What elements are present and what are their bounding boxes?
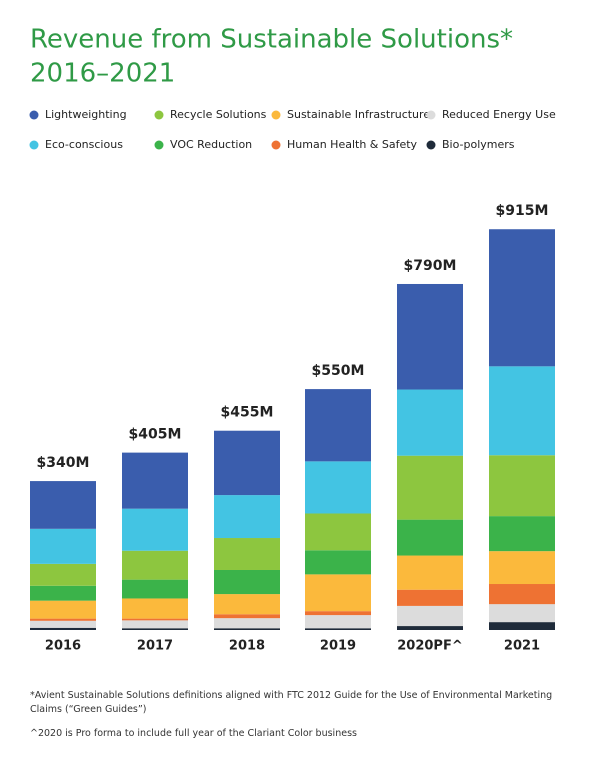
bar-segment	[214, 569, 280, 595]
total-label: $405M	[129, 427, 182, 443]
bar-segment	[122, 508, 188, 551]
x-tick-label: 2019	[320, 639, 356, 654]
bar-segment	[305, 574, 371, 612]
legend-swatch	[426, 140, 436, 150]
legend-swatch	[154, 140, 164, 150]
chart-subtitle: 2016–2021	[30, 59, 175, 89]
total-label: $550M	[312, 363, 365, 379]
bar-segment	[489, 551, 555, 585]
bar-segment	[214, 618, 280, 629]
legend-swatch	[29, 140, 39, 150]
x-tick-label: 2018	[229, 639, 265, 654]
legend-swatch	[29, 110, 39, 120]
bar-segment	[30, 618, 96, 621]
legend-label: Bio-polymers	[442, 138, 515, 151]
bar-segment	[397, 283, 463, 390]
x-tick-label: 2017	[137, 639, 173, 654]
bar-segment	[122, 452, 188, 509]
bar-segment	[30, 620, 96, 628]
legend-swatch	[426, 110, 436, 120]
footnote: ^2020 is Pro forma to include full year …	[30, 728, 357, 739]
bar-segment	[397, 455, 463, 520]
bar-segment	[489, 366, 555, 456]
legend-swatch	[271, 110, 281, 120]
bar-segment	[397, 389, 463, 456]
bar-segment	[122, 620, 188, 629]
bar-segment	[122, 598, 188, 619]
legend-swatch	[271, 140, 281, 150]
bar-segment	[122, 618, 188, 621]
bar-segment	[122, 628, 188, 630]
legend-label: Recycle Solutions	[170, 108, 267, 121]
total-label: $455M	[221, 405, 274, 421]
bar-segment	[30, 528, 96, 564]
bar-segment	[30, 481, 96, 529]
bar-segment	[489, 584, 555, 605]
bar-segment	[305, 615, 371, 629]
bar-segment	[305, 550, 371, 575]
bar-segment	[489, 622, 555, 630]
legend-swatch	[154, 110, 164, 120]
bar-segment	[397, 555, 463, 590]
bar-segment	[489, 229, 555, 367]
x-tick-label: 2021	[504, 639, 540, 654]
bar-segment	[214, 538, 280, 570]
bar-segment	[214, 430, 280, 496]
bar-segment	[397, 589, 463, 606]
bar-segment	[30, 563, 96, 586]
total-label: $915M	[496, 203, 549, 219]
legend-label: Lightweighting	[45, 108, 127, 121]
x-tick-label: 2016	[45, 639, 81, 654]
chart-title: Revenue from Sustainable Solutions*	[30, 25, 513, 55]
bar-segment	[489, 455, 555, 517]
legend-label: Eco-conscious	[45, 138, 123, 151]
legend-label: Sustainable Infrastructure	[287, 108, 430, 121]
legend-label: Human Health & Safety	[287, 138, 418, 151]
bar-segment	[397, 605, 463, 627]
bar-segment	[30, 585, 96, 601]
bar-segment	[305, 611, 371, 616]
bar-segment	[122, 579, 188, 599]
bar-segment	[305, 628, 371, 630]
bar-segment	[122, 550, 188, 580]
bar-segment	[305, 461, 371, 514]
bar-segment	[305, 389, 371, 462]
bar-segment	[214, 628, 280, 630]
bar-segment	[489, 604, 555, 623]
bar-segment	[397, 519, 463, 556]
total-label: $790M	[404, 258, 457, 274]
bar-segment	[214, 594, 280, 615]
legend-label: VOC Reduction	[170, 138, 252, 151]
legend-label: Reduced Energy Use	[442, 108, 556, 121]
bar-segment	[214, 614, 280, 619]
bar-segment	[30, 600, 96, 619]
chart: Revenue from Sustainable Solutions* 2016…	[29, 25, 556, 654]
bar-segment	[30, 627, 96, 630]
bar-segment	[489, 516, 555, 552]
x-tick-label: 2020PF^	[397, 639, 462, 654]
bar-segment	[214, 495, 280, 539]
bar-segment	[397, 626, 463, 630]
bar-segment	[305, 513, 371, 551]
footnote: *Avient Sustainable Solutions definition…	[30, 690, 553, 715]
total-label: $340M	[37, 455, 90, 471]
